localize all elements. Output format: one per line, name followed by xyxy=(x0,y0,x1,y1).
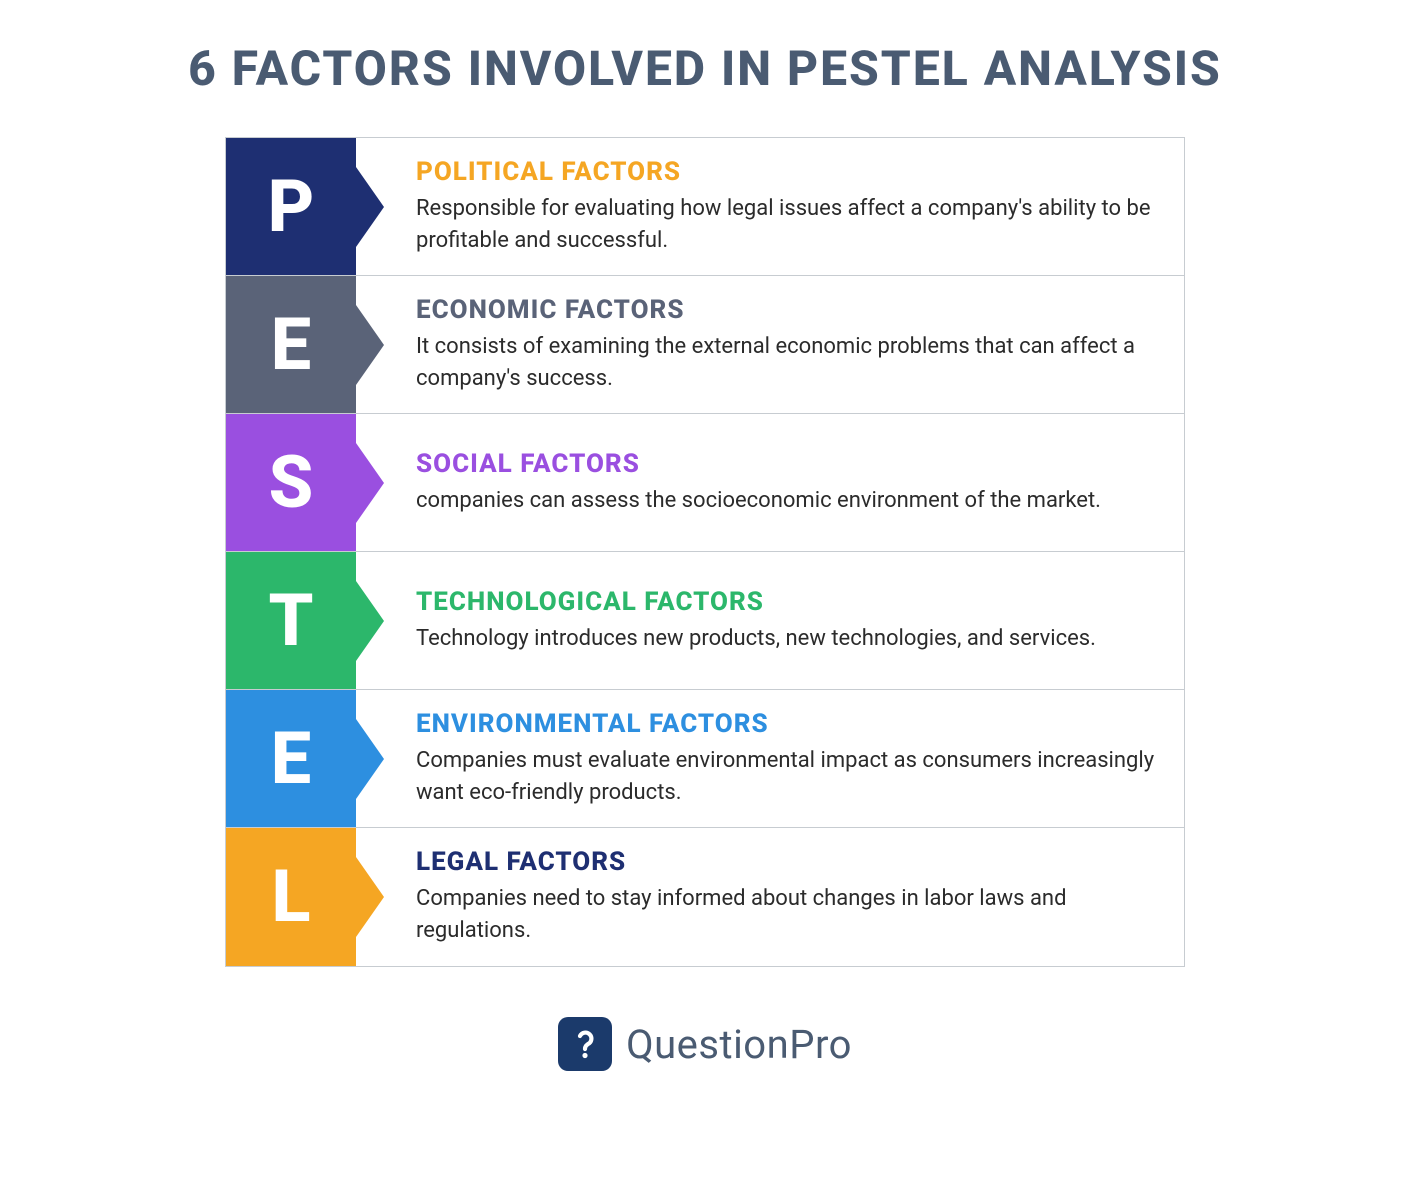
chevron-right-icon xyxy=(356,167,384,247)
brand-footer: QuestionPro xyxy=(80,1017,1330,1071)
chevron-right-icon xyxy=(356,581,384,661)
page-title: 6 FACTORS INVOLVED IN PESTEL ANALYSIS xyxy=(80,40,1330,97)
letter: S xyxy=(269,447,314,519)
letter: L xyxy=(272,861,311,933)
factor-title: ENVIRONMENTAL FACTORS xyxy=(416,709,1156,739)
chevron-right-icon xyxy=(356,719,384,799)
letter: P xyxy=(268,171,315,243)
pestel-row: E ENVIRONMENTAL FACTORS Companies must eva… xyxy=(226,690,1184,828)
factor-description: It consists of examining the external ec… xyxy=(416,331,1156,395)
letter-badge: L xyxy=(226,828,356,966)
letter: E xyxy=(271,309,311,381)
letter: T xyxy=(268,585,313,657)
factor-title: POLITICAL FACTORS xyxy=(416,157,1156,187)
pestel-row: S SOCIAL FACTORS companies can assess the … xyxy=(226,414,1184,552)
pestel-row: E ECONOMIC FACTORS It consists of examinin… xyxy=(226,276,1184,414)
factor-content: SOCIAL FACTORS companies can assess the s… xyxy=(356,414,1184,551)
chevron-right-icon xyxy=(356,857,384,937)
factor-title: SOCIAL FACTORS xyxy=(416,449,1156,479)
factor-title: ECONOMIC FACTORS xyxy=(416,295,1156,325)
question-mark-icon xyxy=(568,1027,602,1061)
letter: E xyxy=(271,723,311,795)
letter-badge: E xyxy=(226,690,356,827)
pestel-row: P POLITICAL FACTORS Responsible for evalua… xyxy=(226,138,1184,276)
factor-description: Technology introduces new products, new … xyxy=(416,623,1156,655)
pestel-table: P POLITICAL FACTORS Responsible for evalua… xyxy=(225,137,1185,967)
factor-description: Companies must evaluate environmental im… xyxy=(416,745,1156,809)
factor-description: Responsible for evaluating how legal iss… xyxy=(416,193,1156,257)
letter-badge: T xyxy=(226,552,356,689)
factor-content: POLITICAL FACTORS Responsible for evaluat… xyxy=(356,138,1184,275)
brand-name: QuestionPro xyxy=(626,1021,852,1068)
letter-badge: S xyxy=(226,414,356,551)
chevron-right-icon xyxy=(356,443,384,523)
chevron-right-icon xyxy=(356,305,384,385)
factor-title: TECHNOLOGICAL FACTORS xyxy=(416,587,1156,617)
factor-description: Companies need to stay informed about ch… xyxy=(416,883,1156,947)
pestel-row: T TECHNOLOGICAL FACTORS Technology introdu… xyxy=(226,552,1184,690)
factor-content: LEGAL FACTORS Companies need to stay info… xyxy=(356,828,1184,966)
factor-description: companies can assess the socioeconomic e… xyxy=(416,485,1156,517)
letter-badge: E xyxy=(226,276,356,413)
factor-content: TECHNOLOGICAL FACTORS Technology introduc… xyxy=(356,552,1184,689)
letter-badge: P xyxy=(226,138,356,275)
factor-title: LEGAL FACTORS xyxy=(416,847,1156,877)
factor-content: ENVIRONMENTAL FACTORS Companies must eval… xyxy=(356,690,1184,827)
brand-logo-icon xyxy=(558,1017,612,1071)
pestel-row: L LEGAL FACTORS Companies need to stay inf… xyxy=(226,828,1184,966)
factor-content: ECONOMIC FACTORS It consists of examining… xyxy=(356,276,1184,413)
